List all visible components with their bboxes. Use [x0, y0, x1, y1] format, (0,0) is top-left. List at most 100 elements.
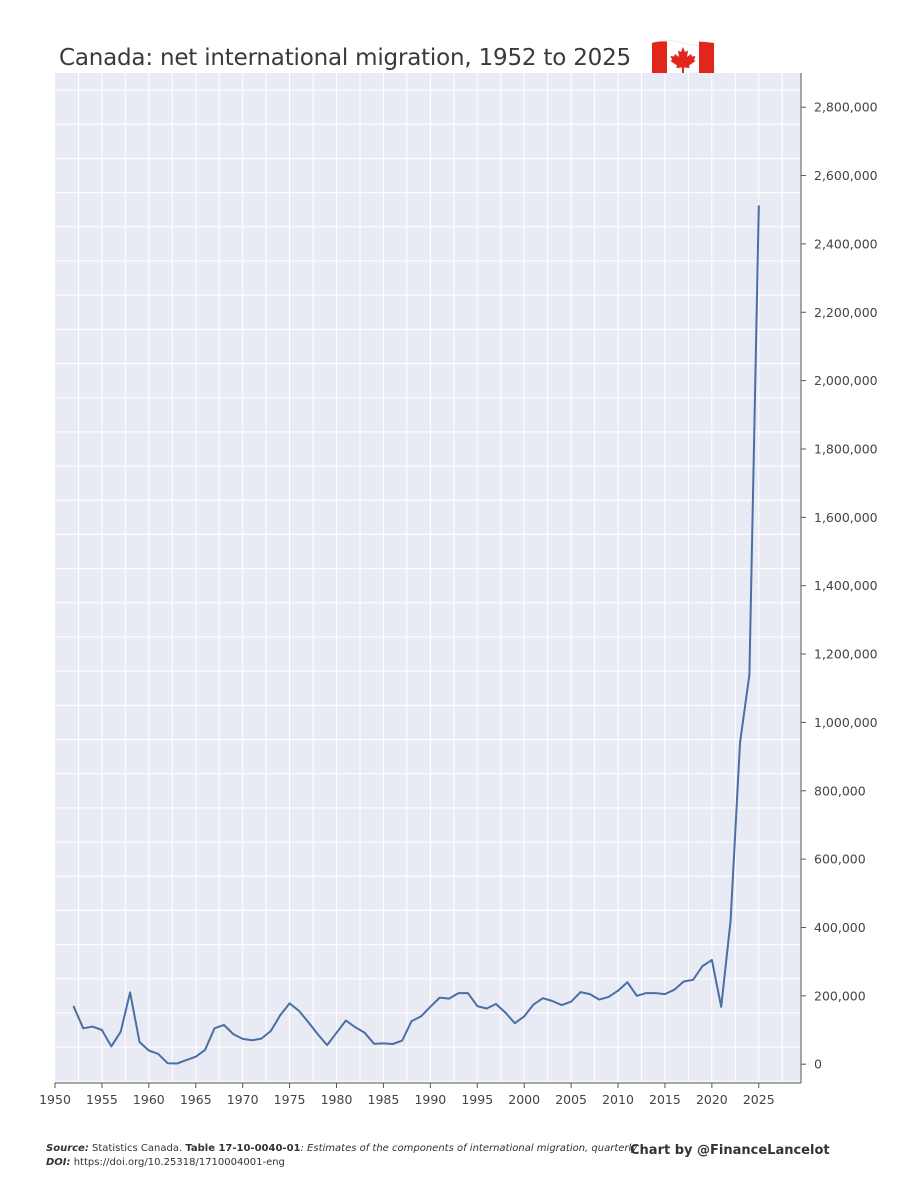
title-row: Canada: net international migration, 195… [59, 38, 717, 78]
y-tick-label: 1,600,000 [814, 510, 878, 525]
data-point [561, 1004, 563, 1006]
y-tick-label: 2,400,000 [814, 236, 878, 251]
x-tick-label: 1950 [39, 1092, 71, 1107]
data-point [495, 1003, 497, 1005]
data-point [617, 990, 619, 992]
data-point [317, 1033, 319, 1035]
y-tick-label: 0 [814, 1057, 822, 1072]
data-point [711, 959, 713, 961]
data-point [195, 1056, 197, 1058]
footer: Source: Statistics Canada. Table 17-10-0… [46, 1142, 886, 1170]
y-tick-label: 1,400,000 [814, 578, 878, 593]
data-point [279, 1014, 281, 1016]
doi-line: DOI: https://doi.org/10.25318/1710004001… [46, 1156, 886, 1170]
data-point [692, 979, 694, 981]
data-point [448, 997, 450, 1000]
data-point [129, 991, 131, 994]
data-point [608, 996, 610, 998]
data-point [120, 1031, 122, 1033]
x-tick-label: 1955 [86, 1092, 118, 1107]
x-tick-label: 1980 [321, 1092, 353, 1107]
data-point [683, 980, 685, 983]
data-point [82, 1027, 84, 1029]
y-tick-label: 2,600,000 [814, 168, 878, 183]
x-tick-label: 1985 [368, 1092, 400, 1107]
y-tick-label: 2,000,000 [814, 373, 878, 388]
data-point [101, 1029, 103, 1031]
x-tick-label: 2000 [508, 1092, 540, 1107]
table-description: : Estimates of the components of interna… [300, 1143, 638, 1154]
x-tick-label: 2005 [555, 1092, 587, 1107]
data-point [664, 993, 666, 995]
source-label: Source: [46, 1143, 89, 1154]
data-point [185, 1059, 187, 1061]
data-point [110, 1045, 112, 1048]
data-point [326, 1044, 328, 1046]
data-point [701, 965, 704, 967]
x-tick-label: 1965 [180, 1092, 212, 1107]
data-point [260, 1037, 263, 1040]
data-point [167, 1062, 169, 1064]
x-tick-label: 1990 [414, 1092, 446, 1107]
data-point [598, 999, 600, 1001]
y-tick-label: 1,000,000 [814, 715, 878, 730]
data-point [270, 1030, 272, 1032]
data-point [354, 1026, 356, 1028]
data-point [251, 1039, 253, 1041]
y-tick-label: 1,200,000 [814, 647, 878, 662]
data-point [91, 1026, 94, 1028]
data-point [748, 673, 750, 676]
data-point [551, 1000, 553, 1002]
data-point [532, 1003, 535, 1005]
x-tick-label: 1970 [227, 1092, 259, 1107]
data-point [673, 989, 675, 991]
source-text: Statistics Canada. [88, 1143, 186, 1154]
data-point [364, 1032, 366, 1034]
data-point [486, 1007, 488, 1010]
data-point [589, 993, 591, 995]
data-point [157, 1053, 159, 1055]
data-point [138, 1041, 141, 1043]
data-point [242, 1038, 244, 1040]
table-id: Table 17-10-0040-01 [185, 1143, 301, 1154]
x-tick-label: 2020 [696, 1092, 728, 1107]
data-point [645, 992, 647, 994]
data-point [345, 1019, 347, 1022]
plot-background [55, 73, 801, 1083]
data-point [148, 1049, 150, 1052]
x-tick-label: 1995 [461, 1092, 493, 1107]
x-tick-label: 1975 [274, 1092, 306, 1107]
x-tick-label: 2025 [743, 1092, 775, 1107]
data-point [504, 1011, 507, 1014]
data-point [420, 1015, 422, 1017]
data-point [213, 1027, 216, 1029]
data-point [410, 1020, 413, 1022]
data-point [476, 1005, 478, 1007]
data-point [223, 1024, 225, 1026]
x-tick-label: 2010 [602, 1092, 634, 1107]
data-point [429, 1006, 431, 1008]
data-point [570, 1001, 572, 1003]
data-point [232, 1033, 234, 1035]
data-point [579, 991, 582, 993]
chart-title: Canada: net international migration, 195… [59, 45, 631, 71]
y-tick-label: 600,000 [814, 852, 866, 867]
x-tick-label: 2015 [649, 1092, 681, 1107]
source-line: Source: Statistics Canada. Table 17-10-0… [46, 1142, 886, 1156]
y-tick-label: 2,800,000 [814, 100, 878, 115]
data-point [514, 1022, 516, 1024]
data-point [467, 992, 469, 994]
data-point [739, 742, 741, 744]
series-line [72, 205, 760, 1065]
data-point [307, 1021, 309, 1023]
y-tick-label: 800,000 [814, 783, 866, 798]
y-tick-label: 1,800,000 [814, 441, 878, 456]
y-tick-label: 2,200,000 [814, 305, 878, 320]
data-point [720, 1006, 722, 1008]
data-point [457, 992, 460, 994]
data-point [758, 205, 760, 207]
doi-label: DOI: [46, 1157, 71, 1168]
data-point [542, 997, 544, 999]
y-tick-label: 400,000 [814, 920, 866, 935]
